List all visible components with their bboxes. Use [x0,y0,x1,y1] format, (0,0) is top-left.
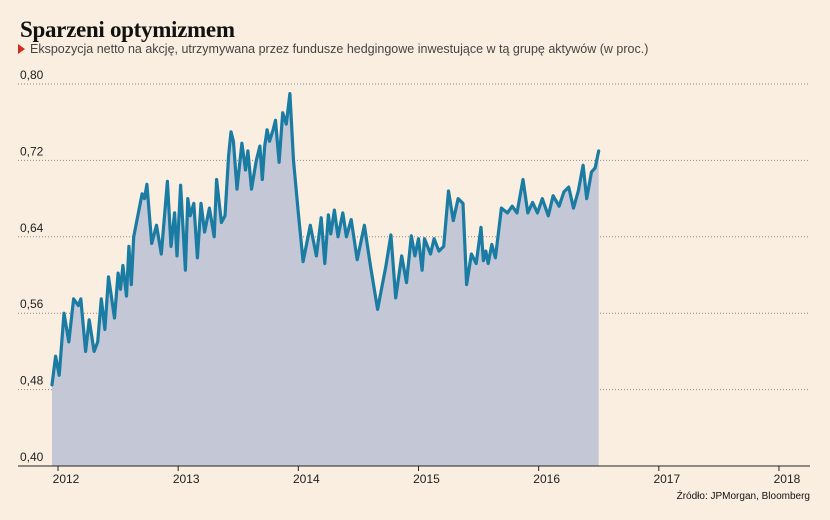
y-tick-label: 0,64 [20,221,44,235]
y-axis: 0,40 0,48 0,56 0,64 0,72 0,80 [20,68,44,464]
x-tick-label: 2017 [653,472,680,486]
x-tick-label: 2013 [173,472,200,486]
x-tick-label: 2015 [413,472,440,486]
x-tick-label: 2018 [774,472,801,486]
red-triangle-icon [18,44,25,54]
source-note: Źródło: JPMorgan, Bloomberg [676,491,810,502]
chart-title: Sparzeni optymizmem [20,17,235,42]
x-tick-label: 2012 [53,472,80,486]
y-tick-label: 0,72 [20,144,44,158]
area-fill [52,93,599,466]
x-axis: 2012 2013 2014 2015 2016 2017 2018 [53,466,801,486]
y-tick-label: 0,40 [20,450,44,464]
y-tick-label: 0,48 [20,374,44,388]
series-line [50,92,601,387]
y-tick-label: 0,80 [20,68,44,82]
chart-subtitle: Ekspozycja netto na akcję, utrzymywana p… [18,42,648,56]
y-tick-label: 0,56 [20,297,44,311]
chart-subtitle-text: Ekspozycja netto na akcję, utrzymywana p… [30,42,649,56]
x-tick-label: 2014 [293,472,320,486]
x-tick-label: 2016 [533,472,560,486]
